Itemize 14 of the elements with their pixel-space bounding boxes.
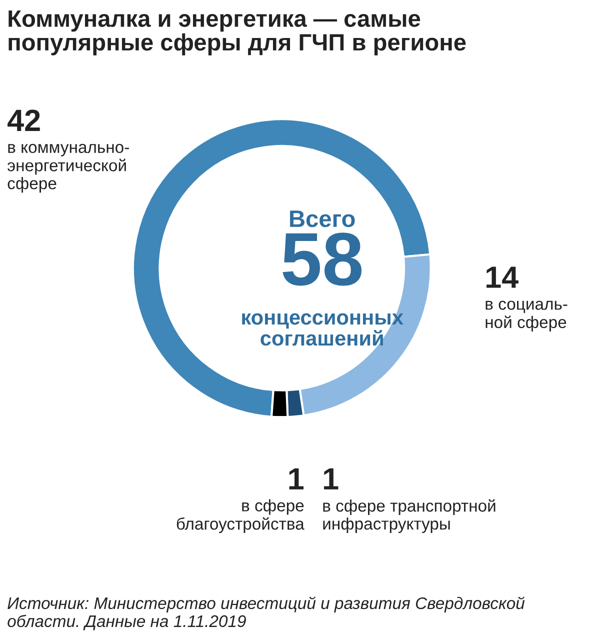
data-label: 1 bbox=[289, 468, 304, 490]
text: Всего bbox=[290, 210, 355, 228]
slice-label: в сфере транспортной инфраструктуры bbox=[323, 499, 496, 533]
slice-label: в сфере благоустройства bbox=[176, 499, 304, 534]
data-label: 14 bbox=[486, 266, 518, 288]
chart-title: Коммуналка и энергетика — самые популярные сферы для ГЧП в регионе bbox=[8, 10, 466, 56]
data-label: 1 bbox=[324, 468, 338, 490]
data-label: 42 bbox=[8, 110, 40, 131]
text: Источник: Министерство инвестиций и развития Свердловской области. Данные на 1.11.2019 bbox=[8, 596, 525, 630]
text: 58 bbox=[282, 232, 362, 286]
donut-slice bbox=[132, 118, 432, 418]
slice-label: в социаль- ной сфере bbox=[486, 300, 568, 332]
slice-label: в коммунально- энергетической сфере bbox=[8, 144, 129, 193]
text: концессионных соглашений bbox=[242, 313, 404, 346]
